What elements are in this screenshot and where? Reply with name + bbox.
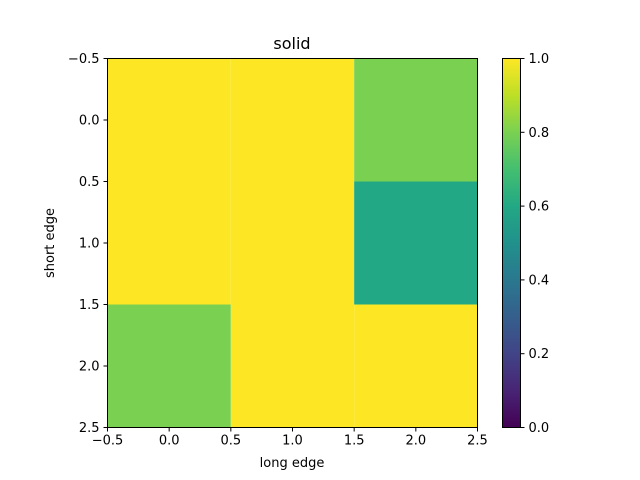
y-tick-label: 2.0 — [79, 360, 100, 375]
x-axis: −0.5 0.0 0.5 1.0 1.5 2.0 2.5 — [92, 427, 488, 449]
colorbar — [502, 58, 521, 428]
x-tick-label: 0.0 — [159, 434, 180, 449]
y-tick-label: −0.5 — [68, 52, 100, 67]
x-tick-label: 0.5 — [220, 434, 241, 449]
heatmap-cell-r0-c2 — [354, 58, 478, 182]
heatmap-cell-r0-c1 — [230, 58, 355, 182]
heatmap-cell-r1-c2 — [354, 181, 478, 305]
colorbar-axis: 0.0 0.2 0.4 0.6 0.8 1.0 — [520, 52, 550, 436]
colorbar-tick-label: 0.8 — [529, 126, 550, 141]
heatmap-cells — [107, 58, 478, 428]
heatmap-cell-r1-c1 — [230, 181, 355, 305]
x-tick-label: 1.0 — [282, 434, 303, 449]
heatmap-cell-r2-c1 — [230, 304, 355, 428]
colorbar-tick-label: 0.0 — [529, 421, 550, 436]
y-axis: −0.5 0.0 0.5 1.0 1.5 2.0 2.5 — [68, 52, 108, 436]
heatmap-cell-r2-c0 — [107, 304, 231, 428]
heatmap-cell-r0-c0 — [107, 58, 231, 182]
x-tick-label: 2.5 — [467, 434, 488, 449]
x-tick-label: −0.5 — [92, 434, 124, 449]
x-axis-label: long edge — [260, 456, 325, 471]
x-tick-label: 2.0 — [405, 434, 426, 449]
y-tick-label: 2.5 — [79, 421, 100, 436]
colorbar-tick-label: 0.4 — [529, 273, 550, 288]
y-tick-label: 0.5 — [79, 175, 100, 190]
colorbar-tick-label: 1.0 — [529, 52, 550, 67]
colorbar-tick-label: 0.6 — [529, 200, 550, 215]
heatmap-cell-r1-c0 — [107, 181, 231, 305]
heatmap-cell-r2-c2 — [354, 304, 478, 428]
y-axis-label: short edge — [43, 208, 58, 278]
y-tick-label: 1.0 — [79, 237, 100, 252]
colorbar-tick-label: 0.2 — [529, 347, 550, 362]
y-tick-label: 0.0 — [79, 114, 100, 129]
chart-title: solid — [273, 34, 310, 53]
x-tick-label: 1.5 — [344, 434, 365, 449]
y-tick-label: 1.5 — [79, 298, 100, 313]
